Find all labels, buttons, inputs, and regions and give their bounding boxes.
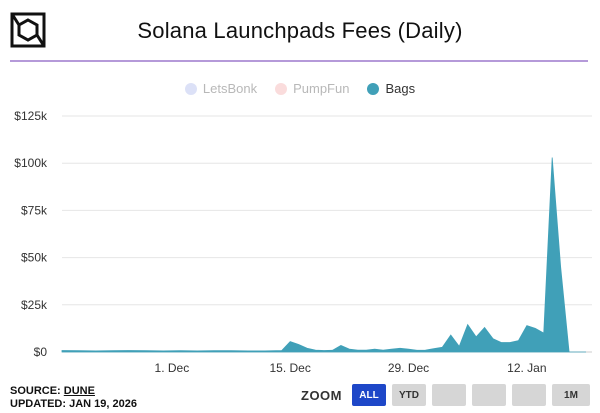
logo-icon: [10, 12, 46, 48]
zoom-ytd-button[interactable]: YTD: [392, 384, 426, 406]
source-link[interactable]: DUNE: [63, 385, 95, 397]
y-tick-label: $125k: [14, 109, 48, 123]
y-tick-label: $100k: [14, 156, 48, 170]
x-tick-label: 1. Dec: [155, 361, 190, 375]
legend-item-pumpfun[interactable]: PumpFun: [275, 81, 349, 96]
legend-label: PumpFun: [293, 81, 350, 96]
zoom-controls: ZOOM ALL YTD 1M: [301, 384, 590, 406]
area-chart: $0 $25k $50k $75k $100k $125k 1. Dec 15. Dec 29.…: [14, 109, 592, 375]
legend-item-letsbonk[interactable]: LetsBonk: [184, 81, 258, 96]
zoom-label: ZOOM: [301, 387, 342, 403]
y-tick-label: $0: [34, 345, 48, 359]
chart-legend: LetsBonk PumpFun Bags: [0, 81, 600, 96]
legend-dot-bags: [367, 82, 380, 95]
legend-label: LetsBonk: [202, 81, 258, 96]
legend-item-bags[interactable]: Bags: [367, 81, 415, 96]
source-note: SOURCE: DUNE UPDATED: JAN 19, 2026: [10, 385, 137, 411]
zoom-all-button[interactable]: ALL: [352, 384, 386, 406]
y-tick-label: $50k: [21, 251, 48, 265]
legend-dot-letsbonk: [184, 82, 197, 95]
zoom-range-button-1[interactable]: [432, 384, 466, 406]
zoom-range-button-3[interactable]: [512, 384, 546, 406]
series-area-bags: [61, 157, 586, 353]
updated-date: UPDATED: JAN 19, 2026: [10, 398, 137, 410]
source-prefix: SOURCE:: [10, 385, 64, 397]
legend-label: Bags: [385, 81, 416, 96]
page-title: Solana Launchpads Fees (Daily): [137, 18, 463, 43]
y-tick-label: $25k: [21, 298, 48, 312]
x-tick-label: 29. Dec: [388, 361, 429, 375]
legend-dot-pumpfun: [275, 82, 288, 95]
title-divider: [10, 60, 588, 62]
zoom-range-button-2[interactable]: [472, 384, 506, 406]
x-tick-label: 15. Dec: [270, 361, 311, 375]
x-tick-label: 12. Jan: [507, 361, 546, 375]
y-tick-label: $75k: [21, 203, 48, 217]
zoom-1m-button[interactable]: 1M: [552, 384, 590, 406]
